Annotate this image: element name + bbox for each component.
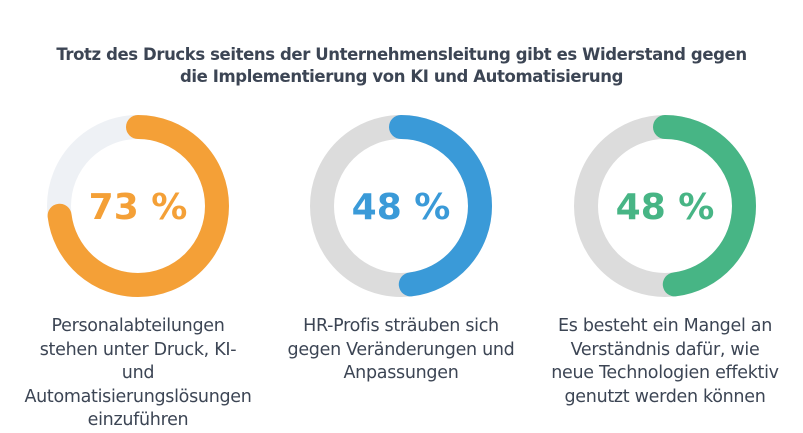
donut-value-label-3: 48 % bbox=[616, 187, 715, 228]
donut-caption-2: HR-Profis sträuben sich gegen Veränderun… bbox=[287, 316, 515, 383]
donut-arc-2 bbox=[310, 115, 492, 297]
donut-value-label-2: 48 % bbox=[352, 187, 451, 228]
donut-chart-2: 48 % bbox=[310, 115, 492, 297]
donut-arc-3 bbox=[574, 115, 756, 297]
donut-panel-2: 48 % HR-Profis sträuben sich gegen Verän… bbox=[285, 115, 515, 415]
donut-value-label-1: 73 % bbox=[89, 187, 188, 228]
donut-caption-3: Es besteht ein Mangel an Verständnis daf… bbox=[551, 316, 779, 407]
donut-chart-1: 73 % bbox=[47, 115, 229, 297]
donut-caption-1: Personalabteilungen stehen unter Druck, … bbox=[24, 316, 252, 430]
chart-title-line-1: Trotz des Drucks seitens der Unternehmen… bbox=[56, 45, 747, 64]
donut-chart-3: 48 % bbox=[574, 115, 756, 297]
donut-panel-1: 73 % Personalabteilungen stehen unter Dr… bbox=[22, 115, 252, 430]
chart-title: Trotz des Drucks seitens der Unternehmen… bbox=[0, 44, 803, 88]
donut-panel-3: 48 % Es besteht ein Mangel an Verständni… bbox=[549, 115, 779, 415]
donut-arc-1 bbox=[47, 115, 229, 297]
chart-title-line-2: die Implementierung von KI und Automatis… bbox=[179, 67, 624, 86]
